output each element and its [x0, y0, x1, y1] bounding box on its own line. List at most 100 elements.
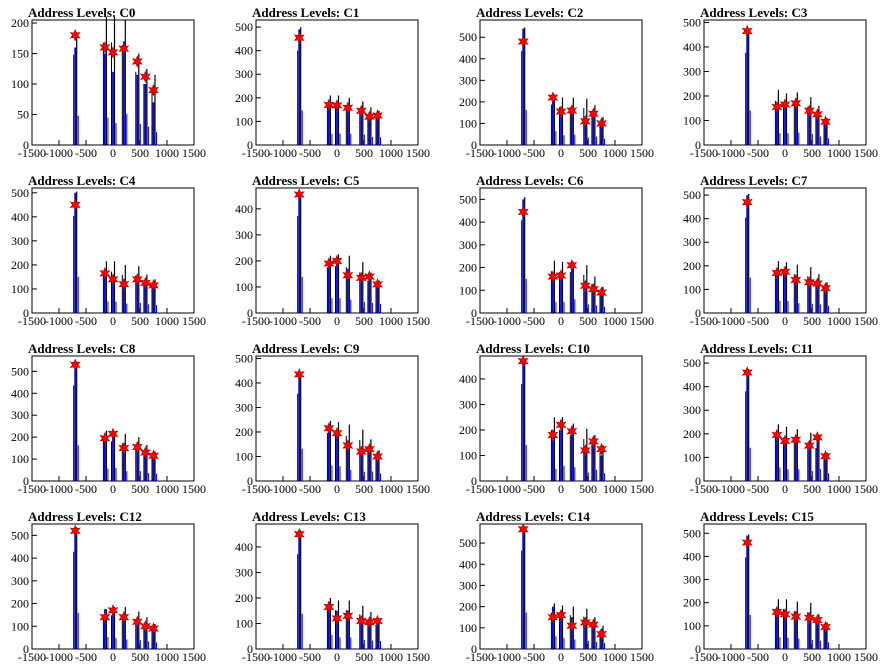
x-tick-label: -1000	[269, 650, 297, 664]
y-tick-label: 500	[11, 528, 29, 542]
chart-svg: 0 100 200 300 400 500 -1500 -1000 -500 0 500 1000 15…	[459, 19, 654, 160]
chart-panel: Address Levels: C8 0 100 200 300 400 500 -1500-…	[0, 336, 224, 504]
x-tick-label: 1000	[827, 146, 851, 160]
y-tick-label: 200	[459, 261, 477, 275]
x-tick-label: 0	[110, 314, 116, 328]
y-tick-label: 50	[17, 108, 29, 122]
chart-svg: 0 50 100 150 200 -1500 -1000 -500 0 500 1000 1500	[11, 16, 206, 160]
y-tick-label: 300	[683, 64, 701, 78]
peak-marker	[555, 418, 567, 432]
x-tick-label: -1500	[18, 650, 46, 664]
peak-marker	[555, 608, 567, 622]
x-tick-label: -1000	[269, 314, 297, 328]
x-tick-label: -500	[747, 482, 769, 496]
peak-marker	[99, 610, 111, 624]
chart-title: Address Levels: C6	[476, 173, 584, 188]
chart-panel: Address Levels: C4 0 100 200 300 400 500 -1500-…	[0, 168, 224, 336]
y-tick-label: 0	[695, 138, 701, 152]
x-tick-label: 1500	[854, 482, 878, 496]
peak-marker	[596, 442, 607, 456]
x-tick-label: -1000	[717, 146, 745, 160]
peak-marker	[771, 100, 783, 114]
chart-title: Address Levels: C3	[700, 5, 808, 20]
y-tick-label: 400	[11, 386, 29, 400]
chart-svg: 0 100 200 300 400 500 -1500 -1000 -500 0 500 1000 15…	[11, 523, 206, 664]
x-tick-label: -1000	[269, 146, 297, 160]
peak-marker	[803, 276, 815, 289]
x-tick-label: 0	[558, 482, 564, 496]
y-tick-label: 200	[235, 425, 253, 439]
chart-title: Address Levels: C5	[252, 173, 360, 188]
x-tick-label: 1500	[630, 146, 654, 160]
chart-svg: 0 100 200 300 400 500 -1500 -1000 -500 0 500 1000 15…	[11, 186, 206, 328]
y-tick-label: 400	[235, 44, 253, 58]
y-tick-label: 500	[683, 526, 701, 540]
y-tick-label: 200	[11, 430, 29, 444]
y-tick-label: 200	[235, 591, 253, 605]
x-tick-label: -1500	[242, 314, 270, 328]
y-tick-label: 500	[459, 192, 477, 206]
x-tick-label: 1500	[182, 314, 206, 328]
peak-marker	[820, 115, 831, 129]
peak-marker	[331, 612, 343, 625]
chart-svg: 0 100 200 300 400 500 -1500 -1000 -500 0 500 1000 15…	[683, 187, 878, 328]
peak-marker	[342, 268, 354, 282]
chart-panel: Address Levels: C14 0 100 200 300 400 500 -1500…	[448, 504, 672, 672]
x-tick-label: -1000	[717, 650, 745, 664]
peak-marker	[587, 282, 599, 296]
peak-marker	[372, 450, 383, 463]
chart-panel: Address Levels: C10 0 100 200 300 400 -1500 -10…	[448, 336, 672, 504]
chart-svg: 0 100 200 300 400 500 -1500 -1000 -500 0 500 1000 15…	[235, 351, 430, 496]
y-tick-label: 200	[683, 427, 701, 441]
y-tick-label: 100	[11, 77, 29, 91]
peak-marker	[69, 358, 81, 372]
peak-marker	[811, 613, 823, 627]
x-tick-label: 0	[110, 650, 116, 664]
chart-panel: Address Levels: C0 0 50 100 150 200 -1500 -1000…	[0, 0, 224, 168]
peak-marker	[596, 627, 607, 641]
x-tick-label: -500	[299, 650, 321, 664]
x-tick-label: -1000	[45, 482, 73, 496]
y-tick-label: 100	[11, 452, 29, 466]
x-tick-label: -1500	[466, 146, 494, 160]
chart-panel: Address Levels: C11 0 100 200 300 400 500 -1500…	[672, 336, 896, 504]
chart-panel: Address Levels: C2 0 100 200 300 400 500 -1500-…	[448, 0, 672, 168]
peak-marker	[118, 610, 130, 624]
x-tick-label: 0	[334, 482, 340, 496]
peak-marker	[790, 273, 802, 287]
y-tick-label: 100	[459, 283, 477, 297]
y-tick-label: 0	[247, 138, 253, 152]
x-tick-label: 500	[579, 482, 597, 496]
peak-marker	[99, 267, 111, 280]
x-tick-label: 500	[579, 314, 597, 328]
y-tick-label: 150	[11, 47, 29, 61]
y-tick-label: 300	[235, 565, 253, 579]
x-tick-label: 1000	[827, 482, 851, 496]
peak-marker	[579, 444, 591, 457]
chart-panel: Address Levels: C9 0 100 200 300 400 500 -1500-…	[224, 336, 448, 504]
y-tick-label: 0	[247, 642, 253, 656]
y-tick-label: 300	[11, 234, 29, 248]
x-tick-label: 0	[334, 650, 340, 664]
chart-panel: Address Levels: C3 0 100 200 300 400 500 -1500-…	[672, 0, 896, 168]
y-tick-label: 200	[11, 258, 29, 272]
x-tick-label: -1000	[45, 650, 73, 664]
y-tick-label: 0	[695, 474, 701, 488]
y-tick-label: 0	[23, 138, 29, 152]
peak-marker	[555, 105, 567, 118]
y-tick-label: 100	[235, 280, 253, 294]
x-tick-label: 0	[782, 314, 788, 328]
chart-panel: Address Levels: C5 0 100 200 300 400 -1500 -100…	[224, 168, 448, 336]
x-tick-label: -1000	[45, 146, 73, 160]
y-tick-label: 500	[235, 20, 253, 34]
y-tick-label: 300	[683, 235, 701, 249]
peak-marker	[355, 614, 367, 628]
x-tick-label: 500	[579, 650, 597, 664]
y-tick-label: 400	[459, 215, 477, 229]
y-tick-label: 400	[683, 549, 701, 563]
peak-marker	[596, 286, 607, 299]
y-tick-label: 0	[247, 306, 253, 320]
peak-marker	[363, 442, 375, 456]
peak-marker	[99, 431, 111, 445]
x-tick-label: -1500	[18, 314, 46, 328]
